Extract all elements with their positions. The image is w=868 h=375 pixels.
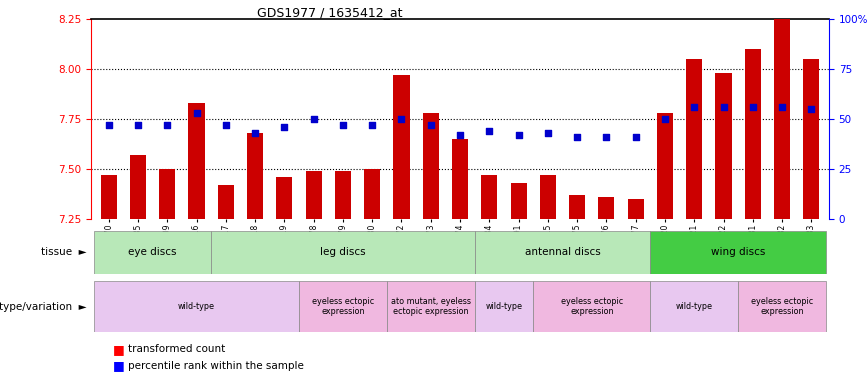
Bar: [628, 200, 644, 219]
Point: [511, 132, 525, 138]
Point: [219, 122, 233, 128]
Bar: [188, 103, 205, 219]
Point: [746, 104, 760, 110]
Bar: [803, 59, 819, 219]
Bar: [387, 281, 475, 332]
Bar: [774, 19, 790, 219]
Point: [365, 122, 379, 128]
Text: tissue  ►: tissue ►: [41, 247, 87, 257]
Point: [717, 104, 731, 110]
Text: percentile rank within the sample: percentile rank within the sample: [128, 361, 305, 370]
Text: wild-type: wild-type: [676, 302, 713, 311]
Point: [248, 130, 262, 136]
Bar: [335, 171, 351, 219]
Point: [278, 124, 292, 130]
Bar: [130, 155, 146, 219]
Bar: [365, 169, 380, 219]
Text: wing discs: wing discs: [711, 247, 766, 257]
Text: antennal discs: antennal discs: [524, 247, 601, 257]
Text: ato mutant, eyeless
ectopic expression: ato mutant, eyeless ectopic expression: [391, 297, 470, 316]
Bar: [276, 177, 293, 219]
Point: [775, 104, 789, 110]
Bar: [657, 113, 673, 219]
Bar: [159, 169, 175, 219]
Point: [336, 122, 350, 128]
Text: transformed count: transformed count: [128, 345, 226, 354]
Point: [161, 122, 174, 128]
Text: wild-type: wild-type: [178, 302, 215, 311]
Point: [102, 122, 115, 128]
Point: [483, 128, 496, 134]
Text: wild-type: wild-type: [485, 302, 523, 311]
Point: [189, 110, 203, 116]
Text: GDS1977 / 1635412_at: GDS1977 / 1635412_at: [257, 6, 403, 19]
Point: [600, 134, 614, 140]
Bar: [650, 231, 826, 274]
Point: [541, 130, 555, 136]
Text: eyeless ectopic
expression: eyeless ectopic expression: [751, 297, 813, 316]
Point: [805, 106, 819, 112]
Text: genotype/variation  ►: genotype/variation ►: [0, 302, 87, 312]
Bar: [101, 175, 117, 219]
Point: [570, 134, 584, 140]
Bar: [715, 73, 732, 219]
Bar: [598, 197, 615, 219]
Text: ■: ■: [113, 343, 125, 356]
Bar: [650, 281, 738, 332]
Bar: [247, 133, 263, 219]
Bar: [423, 113, 439, 219]
Bar: [452, 139, 468, 219]
Bar: [211, 231, 475, 274]
Point: [658, 116, 672, 122]
Point: [424, 122, 437, 128]
Point: [628, 134, 642, 140]
Point: [306, 116, 320, 122]
Point: [453, 132, 467, 138]
Bar: [94, 231, 211, 274]
Bar: [533, 281, 650, 332]
Bar: [481, 175, 497, 219]
Bar: [745, 49, 761, 219]
Bar: [306, 171, 322, 219]
Point: [395, 116, 409, 122]
Bar: [510, 183, 527, 219]
Bar: [299, 281, 387, 332]
Text: eye discs: eye discs: [128, 247, 177, 257]
Point: [131, 122, 145, 128]
Bar: [738, 281, 826, 332]
Text: eyeless ectopic
expression: eyeless ectopic expression: [561, 297, 623, 316]
Bar: [393, 75, 410, 219]
Text: ■: ■: [113, 359, 125, 372]
Bar: [540, 175, 556, 219]
Bar: [94, 281, 299, 332]
Bar: [218, 185, 233, 219]
Text: eyeless ectopic
expression: eyeless ectopic expression: [312, 297, 374, 316]
Bar: [687, 59, 702, 219]
Bar: [475, 231, 650, 274]
Text: leg discs: leg discs: [320, 247, 365, 257]
Point: [687, 104, 701, 110]
Bar: [569, 195, 585, 219]
Bar: [475, 281, 533, 332]
